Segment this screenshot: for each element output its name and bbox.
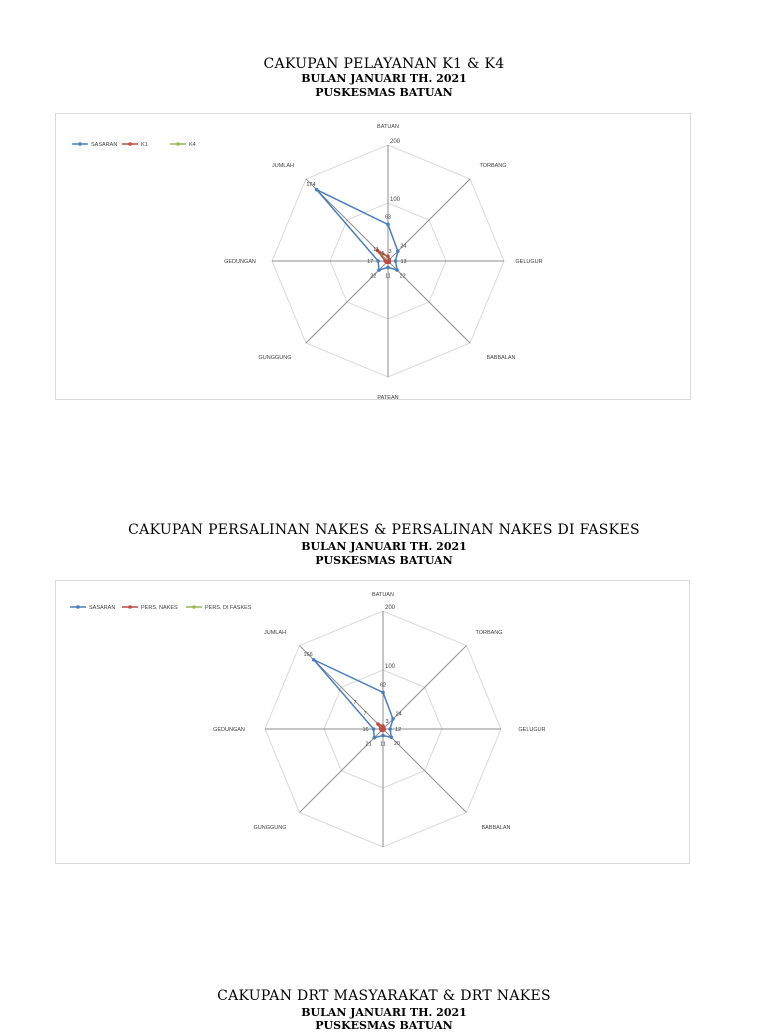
radar-data-point [386,254,390,259]
legend-label: K1 [141,142,148,148]
radar-data-label: 24 [396,711,402,717]
chart3-subtitle-place: PUSKESMAS BATUAN [315,1019,453,1032]
radar-category-label: GELUGUR [518,727,545,733]
radar-data-label: 21 [366,741,372,747]
radar-tick-label: 100 [385,664,396,670]
radar-axis [382,728,467,813]
radar-data-point [372,735,377,740]
chart2-title: CAKUPAN PERSALINAN NAKES & PERSALINAN NA… [128,522,640,538]
chart1-title: CAKUPAN PELAYANAN K1 & K4 [263,56,505,72]
radar-data-label: 22 [400,274,406,280]
radar-category-label: GEDUNGAN [213,727,245,733]
radar-axis [382,645,467,730]
radar-category-label: BATUAN [377,124,399,130]
radar-tick-label: 100 [390,197,401,203]
radar-data-point [396,249,400,253]
radar-data-point [386,222,390,227]
radar-data-label: 20 [394,741,400,747]
radar-data-point [381,690,385,695]
legend-label: SASARAN [89,605,115,611]
radar-data-point [381,733,385,738]
radar-category-label: GEDUNGAN [224,259,256,265]
radar-category-label: BABBALAN [481,825,510,831]
radar-category-label: GUNGGUNG [254,825,287,831]
radar-data-point [378,727,383,731]
radar-data-point [388,727,392,731]
radar-data-label: 62 [380,682,386,688]
radar-category-label: BABBALAN [486,355,515,361]
radar-category-label: JUMLAH [272,163,294,169]
radar-data-label: 16 [362,727,368,733]
legend-marker [128,142,132,146]
radar-tick-label: 200 [390,139,401,145]
radar-data-label: 11 [373,247,379,253]
radar-data-point [311,657,316,662]
radar-category-label: JUMLAH [264,630,286,636]
radar-data-label: 3 [385,719,388,725]
radar-axis [387,178,471,262]
radar-data-label: 17 [367,259,373,265]
radar-data-point [391,717,395,721]
radar-data-label: 11 [380,741,386,747]
radar-category-label: GELUGUR [515,259,542,265]
radar-category-label: TORBANG [479,163,506,169]
radar-data-label: 166 [303,652,312,658]
radar-data-label: 12 [395,727,401,733]
chart1-radar: 100 200 BATUAN TORBANG GELUGUR BABBALAN PATEAN… [72,124,543,399]
radar-tick-label: 200 [385,605,396,611]
legend-label: PERS. DI FASKES [205,605,252,611]
chart3-title: CAKUPAN DRT MASYARAKAT & DRT NAKES [217,988,551,1004]
radar-axis [299,728,384,813]
radar-axis [387,260,471,344]
legend-marker [192,605,196,609]
radar-data-label: 11 [385,273,391,279]
radar-data-point [371,727,376,731]
radar-category-label: BATUAN [372,592,394,598]
radar-data-point [393,259,398,263]
radar-data-label: 22 [370,274,376,280]
radar-data-point [395,268,399,272]
radar-data-label: 174 [306,182,315,188]
chart1-area: 100 200 BATUAN TORBANG GELUGUR BABBALAN PATEAN… [55,113,691,400]
legend-label: SASARAN [91,142,117,148]
radar-data-point [389,735,394,740]
radar-category-label: GUNGGUNG [259,355,292,361]
legend-marker [128,605,132,609]
chart1-subtitle-place: PUSKESMAS BATUAN [315,86,453,99]
legend-label: PERS. NAKES [141,605,178,611]
chart2-subtitle-place: PUSKESMAS BATUAN [315,554,453,567]
radar-data-label: 5 [381,251,384,257]
radar-data-point [386,265,390,270]
legend-marker [76,605,80,609]
legend-marker [176,142,180,146]
radar-data-point [383,259,387,263]
legend-marker [78,142,82,146]
radar-data-point [375,248,380,253]
radar-data-label: 3 [388,249,391,255]
radar-data-point [314,187,319,192]
radar-data-label: 13 [400,259,406,265]
chart2-subtitle-month: BULAN JANUARI TH. 2021 [301,540,467,553]
legend-label: K4 [189,142,196,148]
radar-category-label: PATEAN [377,395,398,399]
radar-axis [305,260,389,344]
radar-data-label: 63 [385,214,391,220]
radar-data-label: 7 [353,700,356,706]
chart3-subtitle-month: BULAN JANUARI TH. 2021 [301,1006,467,1019]
chart2-radar: 100200BATUANTORBANGGELUGURBABBALANPATEAN… [70,592,546,848]
radar-data-label: 24 [400,244,406,250]
chart1-subtitle-month: BULAN JANUARI TH. 2021 [301,72,467,85]
radar-category-label: TORBANG [475,630,502,636]
chart2-area: 100200BATUANTORBANGGELUGURBABBALANPATEAN… [55,580,690,864]
radar-data-point [376,722,380,726]
radar-data-point [377,268,381,272]
radar-data-point [376,259,380,263]
radar-data-label: 7 [363,711,366,717]
